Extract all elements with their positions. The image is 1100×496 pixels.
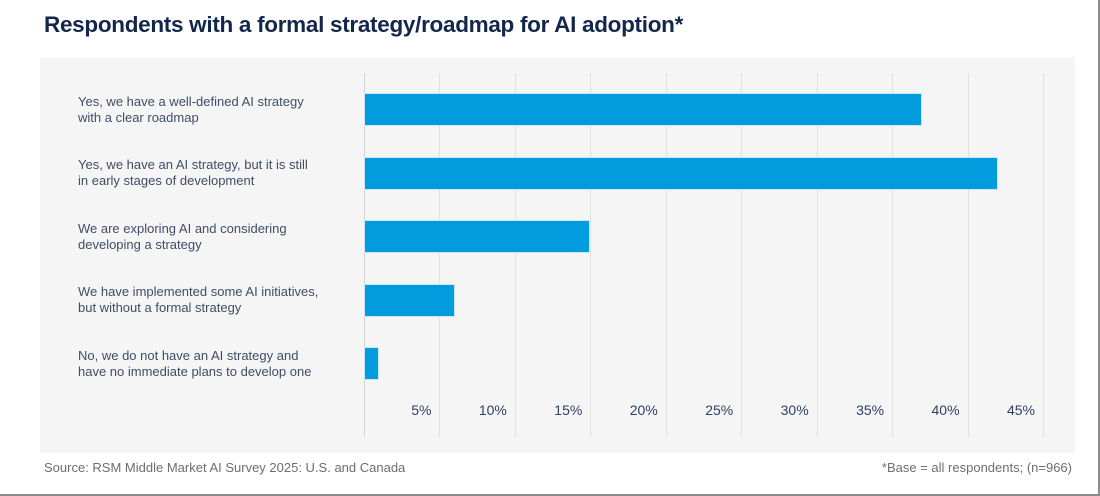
gridline — [816, 73, 818, 437]
bar — [364, 156, 998, 190]
gridline — [514, 73, 516, 437]
gridline — [741, 73, 743, 437]
gridline — [1043, 73, 1044, 437]
bar — [364, 93, 923, 126]
bar-row — [364, 283, 1043, 317]
x-tick-label: 40% — [931, 402, 960, 418]
y-axis-line — [364, 73, 365, 437]
x-tick-label: 10% — [478, 402, 507, 418]
gridline — [892, 73, 894, 437]
base-note: *Base = all respondents; (n=966) — [881, 460, 1072, 475]
gridline — [967, 73, 969, 437]
category-label: We have implemented some AI initiatives,… — [78, 284, 319, 315]
chart-card: Yes, we have a well-defined AI strategy … — [40, 57, 1075, 453]
bar-row — [364, 156, 1043, 190]
category-label: Yes, we have an AI strategy, but it is s… — [78, 157, 308, 188]
bar — [364, 283, 455, 317]
x-tick-label: 45% — [1006, 402, 1035, 418]
source-text: Source: RSM Middle Market AI Survey 2025… — [44, 460, 406, 475]
gridline — [665, 73, 667, 437]
category-labels: Yes, we have a well-defined AI strategy … — [78, 73, 354, 437]
bar — [364, 347, 380, 380]
x-tick-label: 20% — [629, 402, 658, 418]
x-tick-label: 35% — [856, 402, 885, 418]
x-tick-label: 5% — [411, 402, 432, 418]
footer: Source: RSM Middle Market AI Survey 2025… — [44, 460, 1072, 475]
x-tick-label: 15% — [554, 402, 583, 418]
category-label: No, we do not have an AI strategy and ha… — [78, 347, 312, 379]
bar — [364, 220, 591, 253]
category-label: We are exploring AI and considering deve… — [78, 220, 287, 252]
gridline — [439, 73, 441, 437]
bar-row — [364, 347, 1043, 380]
gridline — [590, 73, 592, 437]
bar-row — [364, 93, 1043, 126]
category-label: Yes, we have a well-defined AI strategy … — [78, 93, 304, 125]
chart-title: Respondents with a formal strategy/roadm… — [44, 12, 684, 37]
plot-area: 5% 10% 15% 20% 25% 30% 35% 40% 45% — [364, 73, 1044, 437]
x-tick-label: 25% — [705, 402, 734, 418]
bar-row — [364, 220, 1043, 253]
x-tick-label: 30% — [780, 402, 809, 418]
